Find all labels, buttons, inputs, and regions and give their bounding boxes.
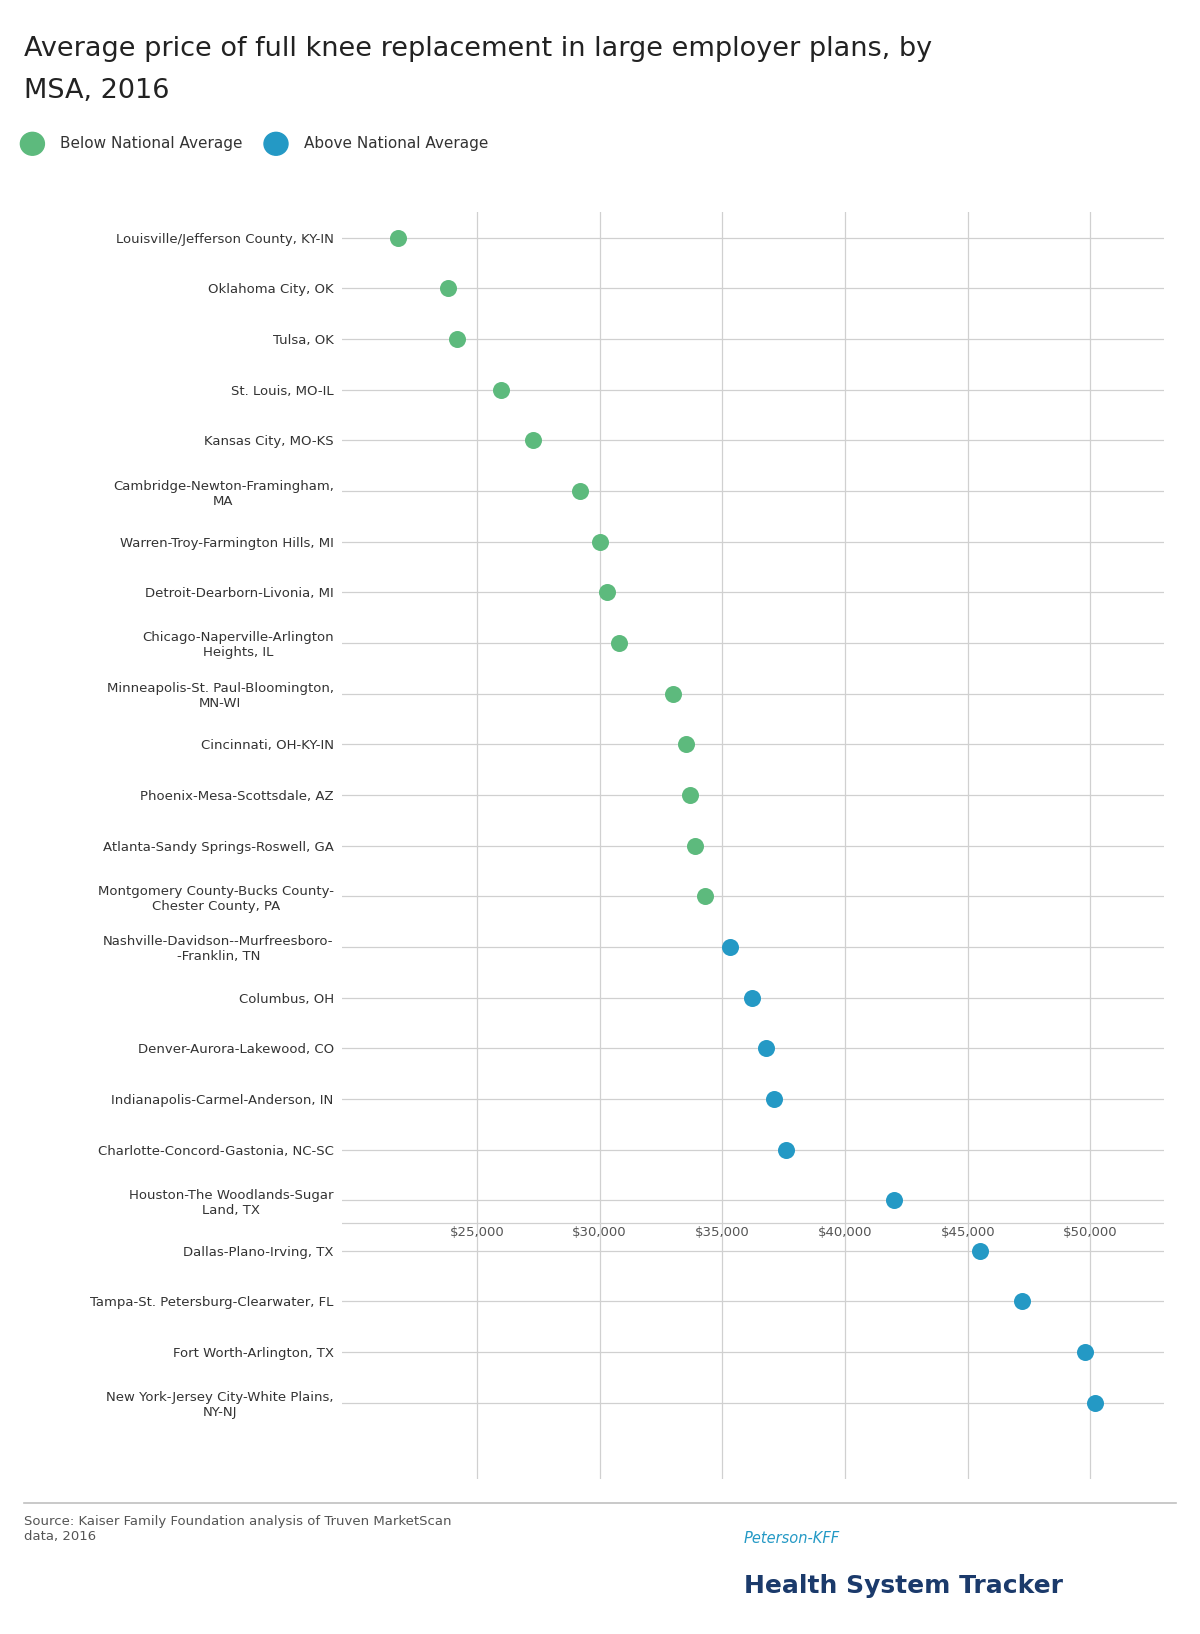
Point	[598, 580, 617, 606]
Point	[776, 1137, 796, 1163]
Text: Average price of full knee replacement in large employer plans, by: Average price of full knee replacement i…	[24, 36, 932, 62]
Point	[742, 984, 761, 1010]
Point	[720, 935, 739, 961]
Point	[676, 732, 695, 758]
Point	[1012, 1288, 1031, 1314]
Point	[492, 377, 511, 404]
Text: Source: Kaiser Family Foundation analysis of Truven MarketScan
data, 2016: Source: Kaiser Family Foundation analysi…	[24, 1515, 451, 1542]
Point	[680, 783, 700, 809]
Point	[610, 631, 629, 657]
Point	[696, 882, 715, 909]
Point	[523, 428, 542, 454]
Point	[664, 681, 683, 708]
Point	[1076, 1340, 1096, 1366]
Text: Below National Average: Below National Average	[60, 136, 242, 152]
Text: Peterson-KFF: Peterson-KFF	[744, 1531, 840, 1546]
Point	[971, 1239, 990, 1265]
Text: $50,000: $50,000	[1063, 1226, 1117, 1239]
Point	[884, 1186, 904, 1212]
Text: Health System Tracker: Health System Tracker	[744, 1574, 1063, 1598]
Point	[448, 327, 467, 353]
Text: $40,000: $40,000	[817, 1226, 872, 1239]
Text: $25,000: $25,000	[450, 1226, 504, 1239]
Text: $30,000: $30,000	[572, 1226, 626, 1239]
Point	[764, 1087, 784, 1113]
Point	[389, 225, 408, 252]
Point	[570, 479, 589, 505]
Point	[685, 833, 704, 859]
Text: $35,000: $35,000	[695, 1226, 750, 1239]
Point	[438, 276, 457, 302]
Point	[1086, 1389, 1105, 1415]
Point	[757, 1036, 776, 1062]
Text: Above National Average: Above National Average	[304, 136, 488, 152]
Point	[590, 529, 610, 556]
Text: MSA, 2016: MSA, 2016	[24, 78, 169, 105]
Text: $45,000: $45,000	[941, 1226, 995, 1239]
